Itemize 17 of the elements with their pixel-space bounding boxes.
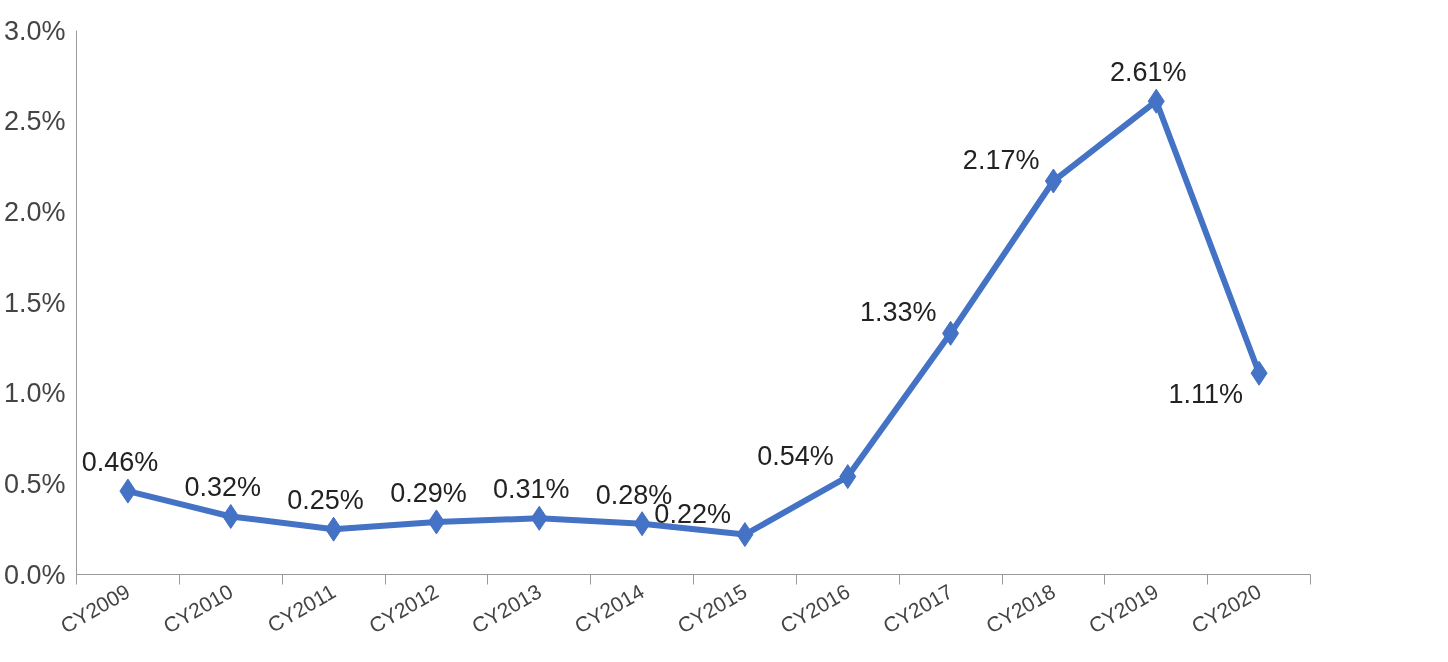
data-label: 1.33% [860,297,937,328]
data-label: 0.46% [81,447,159,478]
data-label: 0.25% [287,485,364,516]
y-tick-label: 1.0% [3,378,66,409]
y-tick-label: 0.0% [3,559,66,590]
data-label: 0.29% [390,477,467,508]
data-label: 0.32% [184,472,262,503]
data-label: 1.11% [1168,379,1244,410]
y-tick-label: 3.0% [3,15,66,46]
data-label: 0.31% [492,474,570,505]
y-tick-label: 2.0% [3,196,66,227]
y-tick-label: 2.5% [3,106,66,137]
y-tick-label: 1.5% [3,287,66,318]
y-tick-label: 0.5% [3,468,66,499]
data-label: 2.17% [962,145,1040,176]
data-label: 0.54% [757,440,834,471]
data-label: 2.61% [1109,57,1187,88]
